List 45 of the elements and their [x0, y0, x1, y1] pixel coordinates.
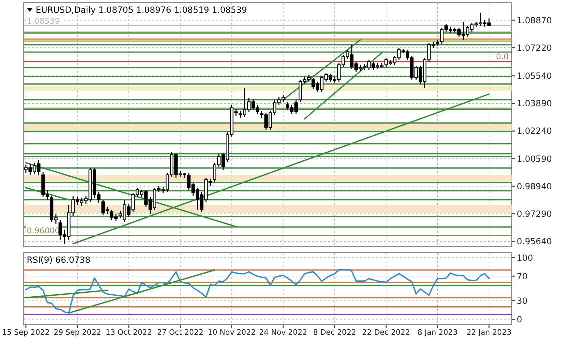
y-tick-label: 0.98940	[517, 182, 552, 192]
candlestick	[252, 98, 256, 111]
y-tick-label: 1.02240	[517, 127, 552, 138]
candlestick	[243, 87, 247, 118]
y-tick-label: 0	[517, 315, 522, 326]
candlestick	[187, 172, 191, 190]
candlestick	[174, 152, 178, 178]
y-tick-label: 1.08870	[517, 16, 552, 26]
candlestick	[294, 100, 298, 115]
ref-line-label: 1.08539	[27, 16, 60, 26]
y-tick-label: 1.05540	[517, 72, 552, 82]
candlestick	[110, 210, 114, 221]
candlestick	[384, 58, 388, 68]
y-tick-label: 1.00590	[517, 154, 552, 165]
candlestick	[132, 192, 136, 213]
candlestick	[462, 22, 466, 40]
candlestick	[247, 97, 251, 113]
candlestick	[28, 164, 32, 176]
candlestick	[196, 187, 200, 211]
y-tick-label: 1.03890	[517, 100, 552, 110]
candlestick	[458, 27, 461, 38]
chart-title: RSI(9) 66.0738	[27, 256, 91, 266]
candlestick	[466, 26, 470, 38]
candlestick	[298, 79, 302, 103]
candlestick	[440, 27, 444, 44]
candlestick	[50, 195, 54, 223]
y-tick-label: 1.07220	[517, 44, 552, 54]
candlestick	[102, 200, 106, 216]
y-tick-label: 100	[517, 254, 534, 264]
y-tick-label: 0.97290	[517, 210, 552, 220]
candlestick	[290, 104, 294, 115]
y-tick-label: 30	[517, 296, 528, 307]
y-tick-label: 70	[517, 272, 528, 282]
candlestick	[37, 160, 41, 176]
annotation: 0.0	[496, 52, 509, 62]
candlestick	[410, 56, 414, 80]
candlestick	[350, 44, 354, 70]
candlestick	[312, 77, 316, 90]
candlestick	[316, 81, 320, 92]
chart-title: EURUSD,Daily 1.08705 1.08976 1.08519 1.08539	[36, 6, 248, 16]
candlestick	[320, 75, 324, 92]
y-tick-label: 0.95640	[517, 238, 552, 248]
candlestick	[58, 220, 62, 240]
candlestick	[123, 200, 126, 223]
line-series	[25, 268, 490, 314]
